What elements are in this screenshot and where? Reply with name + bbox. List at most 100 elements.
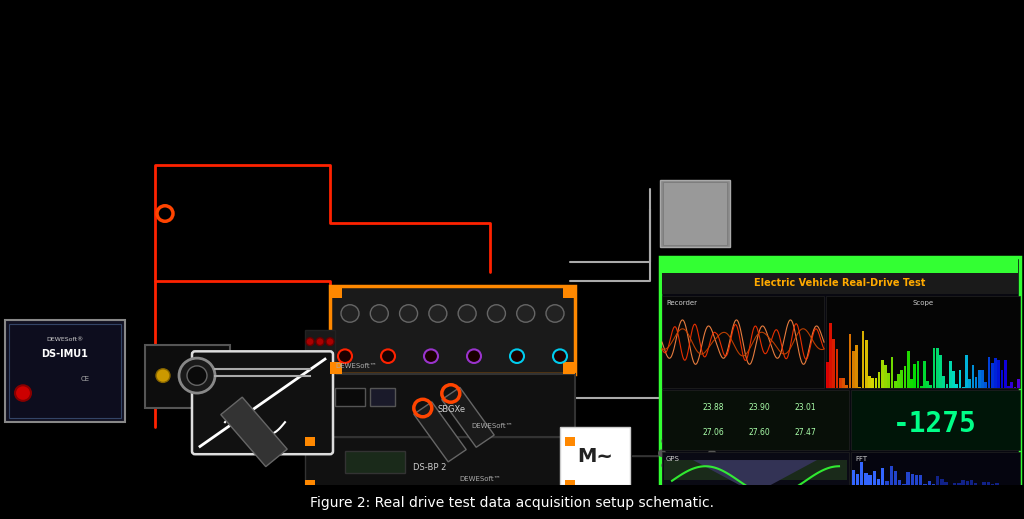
Bar [851,390,1020,450]
Bar [852,351,855,388]
Bar [660,257,730,320]
Bar [1011,383,1013,388]
Bar [981,370,984,388]
Circle shape [662,437,670,445]
Bar [970,480,973,490]
Bar [916,361,920,388]
Text: CE: CE [81,376,89,381]
Bar [860,462,863,490]
Bar [914,475,919,490]
Bar [898,480,901,490]
Bar [660,180,730,248]
Bar [662,390,849,450]
Bar [335,388,365,406]
Bar [978,371,981,388]
Text: GPS: GPS [666,456,680,462]
Bar [330,286,575,374]
Bar [972,365,974,388]
Text: 27.06: 27.06 [702,428,724,437]
Circle shape [326,338,334,346]
Circle shape [695,470,703,478]
Bar [910,474,914,490]
Bar [944,483,948,490]
Bar [945,385,948,388]
Bar [145,345,230,407]
Bar [930,386,932,388]
Circle shape [671,428,679,436]
Bar [942,376,945,388]
Bar [864,473,867,490]
Text: Figure 2: Real drive test data acquisition setup schematic.: Figure 2: Real drive test data acquisiti… [310,496,714,510]
Bar [949,361,951,388]
Bar [969,379,971,388]
Circle shape [662,461,670,469]
Circle shape [695,428,703,436]
Circle shape [658,449,666,457]
Circle shape [338,349,352,363]
Bar [663,183,727,244]
Circle shape [341,305,359,322]
Bar [330,374,575,437]
Bar [664,460,847,481]
Bar [965,355,968,388]
Text: DEWESoft™: DEWESoft™ [471,423,513,429]
Bar [826,296,1020,388]
Text: 27.47: 27.47 [795,428,816,437]
Bar [1004,485,1007,490]
Circle shape [429,305,446,322]
Bar [953,483,956,490]
Bar [890,466,893,490]
Bar [330,362,342,374]
Circle shape [487,305,506,322]
Bar [884,365,887,388]
Bar [958,370,962,388]
Bar [1012,488,1016,490]
Bar [563,286,575,298]
Bar [868,475,871,490]
Bar [957,483,961,490]
Bar [962,387,965,388]
Bar [1016,487,1020,490]
Bar [826,362,828,388]
Bar [662,296,824,388]
Bar [662,272,1018,294]
Text: 27.60: 27.60 [749,428,770,437]
Bar [846,385,848,388]
Circle shape [683,425,691,433]
Bar [907,351,909,388]
Bar [330,286,342,298]
Bar [932,484,935,490]
Circle shape [187,366,207,385]
Bar [936,476,939,490]
Bar [987,482,990,490]
Bar [927,381,929,388]
Bar [900,370,903,388]
Text: 23.01: 23.01 [795,403,816,412]
Bar [1008,485,1012,490]
Bar [662,259,1018,272]
Bar [924,484,927,490]
Text: -1275: -1275 [893,410,977,438]
Bar [994,359,997,388]
Bar [962,480,965,490]
Bar [940,479,943,490]
Bar [849,334,851,388]
Bar [839,378,842,388]
Bar [920,475,923,490]
Bar [982,482,986,490]
Circle shape [510,349,524,363]
Bar [897,374,900,388]
Circle shape [424,349,438,363]
Text: Electric Vehicle Real-Drive Test: Electric Vehicle Real-Drive Test [755,278,926,289]
Circle shape [316,338,324,346]
Bar [305,437,575,490]
Bar [855,346,858,388]
Bar [872,471,876,490]
Bar [894,471,897,490]
Circle shape [708,449,716,457]
Polygon shape [441,387,495,447]
Circle shape [179,358,215,393]
Bar [948,485,952,490]
Bar [563,362,575,374]
Text: 23.90: 23.90 [749,403,770,412]
